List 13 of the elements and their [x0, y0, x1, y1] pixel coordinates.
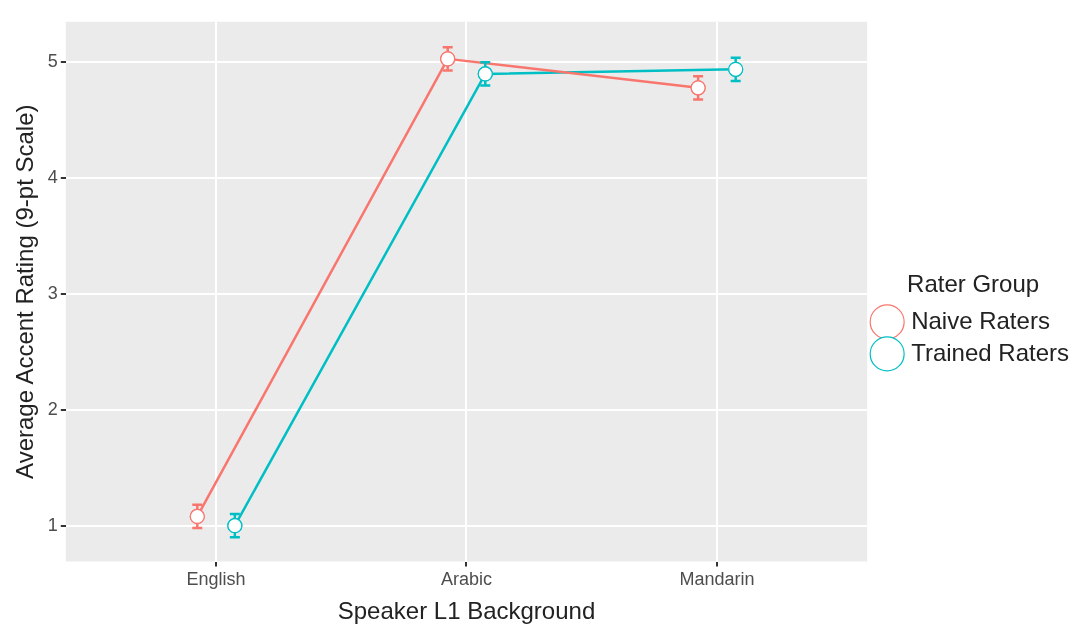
y-tick-label: 4	[47, 167, 58, 188]
y-tick-label: 5	[47, 51, 58, 72]
legend-label: Trained Raters	[911, 338, 1069, 366]
y-tick-label: 3	[47, 282, 58, 303]
x-tick-label: Arabic	[440, 569, 492, 590]
x-axis-title: Speaker L1 Background	[337, 597, 596, 625]
y-tick-label: 2	[47, 398, 58, 419]
y-axis-title: Average Accent Rating (9-pt Scale)	[11, 104, 39, 479]
y-tick-label: 1	[47, 514, 58, 535]
legend-label: Naive Raters	[911, 306, 1050, 334]
legend-title: Rater Group	[907, 269, 1040, 297]
x-tick-label: English	[186, 569, 246, 590]
x-tick-label: Mandarin	[679, 569, 755, 590]
